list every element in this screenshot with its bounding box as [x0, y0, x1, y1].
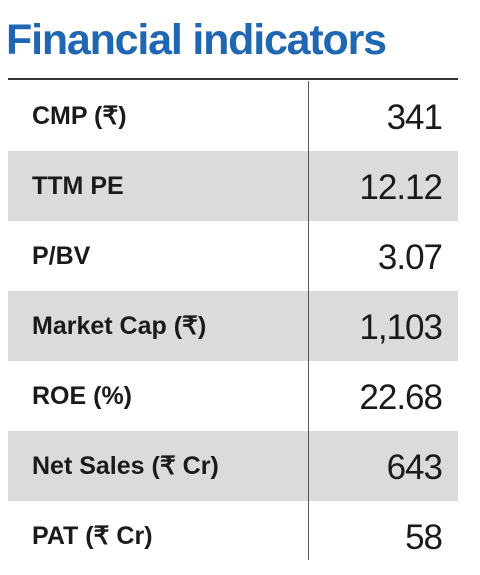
indicators-table: CMP (₹) 341 TTM PE 12.12 P/BV 3.07 Marke… [8, 81, 458, 571]
table-row-ttm-pe: TTM PE 12.12 [8, 151, 458, 221]
row-value: 643 [386, 448, 443, 487]
title-underline [8, 78, 458, 80]
row-value: 3.07 [377, 238, 443, 277]
row-value: 58 [405, 518, 443, 557]
row-label: Market Cap (₹) [32, 312, 207, 340]
table-row-pat: PAT (₹ Cr) 58 [8, 501, 458, 571]
row-value: 12.12 [359, 168, 443, 207]
row-value: 22.68 [359, 378, 443, 417]
row-label: Net Sales (₹ Cr) [32, 452, 219, 480]
table-row-cmp: CMP (₹) 341 [8, 81, 458, 151]
row-label: CMP (₹) [32, 102, 127, 130]
table-row-net-sales: Net Sales (₹ Cr) 643 [8, 431, 458, 501]
row-label: P/BV [32, 242, 91, 270]
row-value: 1,103 [359, 308, 443, 347]
row-label: TTM PE [32, 172, 124, 200]
table-title: Financial indicators [6, 16, 387, 64]
row-label: PAT (₹ Cr) [32, 522, 153, 550]
table-row-roe: ROE (%) 22.68 [8, 361, 458, 431]
row-label: ROE (%) [32, 382, 132, 410]
row-value: 341 [386, 98, 443, 137]
column-divider [308, 81, 309, 560]
table-row-pbv: P/BV 3.07 [8, 221, 458, 291]
table-row-market-cap: Market Cap (₹) 1,103 [8, 291, 458, 361]
